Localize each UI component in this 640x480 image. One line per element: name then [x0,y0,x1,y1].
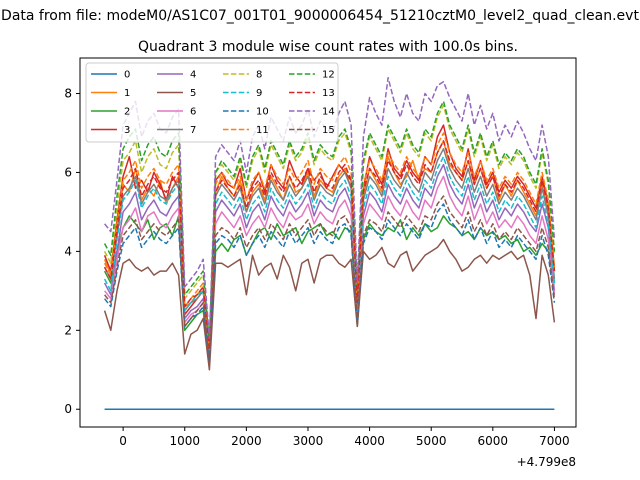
legend-label-10: 10 [256,107,269,118]
series-line-15 [104,195,556,363]
y-tick-label: 8 [64,87,72,101]
legend-label-7: 7 [190,125,196,136]
legend-label-9: 9 [256,88,262,99]
y-tick-label: 4 [64,244,72,258]
y-tick-label: 2 [64,323,72,337]
legend-frame [85,62,339,143]
legend-label-12: 12 [322,70,335,81]
legend-label-0: 0 [124,70,130,81]
x-axis: 0 1000 2000 3000 4000 5000 6000 7000 [119,427,570,448]
x-tick-label: 6000 [478,434,509,448]
series-line-8 [103,104,556,347]
legend-label-11: 11 [256,125,269,136]
x-tick-label: 1000 [169,434,200,448]
series-line-10 [104,203,556,363]
plot-area: 0 1000 2000 3000 4000 5000 6000 7000 0 2 4 6 8 +4.7… [64,57,577,469]
y-axis: 0 2 4 6 8 [64,87,80,416]
x-tick-label: 3000 [293,434,324,448]
series-line-11 [103,132,556,351]
legend-label-8: 8 [256,70,262,81]
series-line-5 [103,238,556,371]
series-line-13 [103,140,556,351]
x-tick-label: 0 [119,434,127,448]
legend-label-14: 14 [322,107,335,118]
x-tick-label: 7000 [539,434,570,448]
legend-label-4: 4 [190,70,196,81]
x-tick-label: 2000 [231,434,262,448]
axes-frame [79,57,577,428]
y-tick-label: 6 [64,165,72,179]
legend-label-5: 5 [190,88,196,99]
legend-label-1: 1 [124,88,130,99]
legend-label-13: 13 [322,88,335,99]
x-tick-label: 4000 [354,434,385,448]
figure-suptitle: Data from file: modeM0/AS1C07_001T01_900… [1,8,639,24]
y-tick-label: 0 [64,402,72,416]
legend-label-2: 2 [124,107,130,118]
series-layer [103,76,556,410]
legend-label-3: 3 [124,125,130,136]
legend-label-15: 15 [322,125,335,136]
chart-title: Quadrant 3 module wise count rates with … [138,39,518,55]
x-offset-label: +4.799e8 [517,455,576,469]
x-tick-label: 5000 [416,434,447,448]
legend-label-6: 6 [190,107,196,118]
